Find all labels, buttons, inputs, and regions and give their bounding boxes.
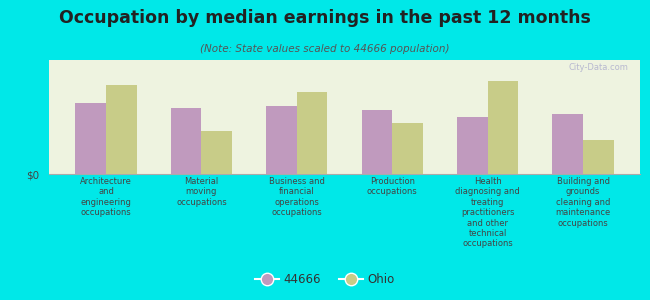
Bar [106, 85, 136, 174]
Bar [583, 140, 614, 174]
Bar [202, 131, 232, 174]
Bar [392, 123, 422, 174]
Text: Building and
grounds
cleaning and
maintenance
occupations: Building and grounds cleaning and mainte… [555, 177, 610, 228]
Bar [457, 117, 488, 174]
Text: Material
moving
occupations: Material moving occupations [176, 177, 227, 207]
Bar [552, 114, 583, 174]
Text: City-Data.com: City-Data.com [569, 63, 629, 72]
Text: Production
occupations: Production occupations [367, 177, 417, 197]
Bar [266, 106, 297, 174]
Bar [171, 108, 202, 174]
Text: Architecture
and
engineering
occupations: Architecture and engineering occupations [80, 177, 132, 217]
Bar [488, 80, 518, 174]
Text: Occupation by median earnings in the past 12 months: Occupation by median earnings in the pas… [59, 9, 591, 27]
Bar [361, 110, 392, 174]
Legend: 44666, Ohio: 44666, Ohio [251, 269, 399, 291]
Bar [75, 103, 106, 174]
Text: (Note: State values scaled to 44666 population): (Note: State values scaled to 44666 popu… [200, 44, 450, 53]
Bar [297, 92, 328, 174]
Text: Health
diagnosing and
treating
practitioners
and other
technical
occupations: Health diagnosing and treating practitio… [455, 177, 520, 248]
Text: Business and
financial
operations
occupations: Business and financial operations occupa… [269, 177, 325, 217]
